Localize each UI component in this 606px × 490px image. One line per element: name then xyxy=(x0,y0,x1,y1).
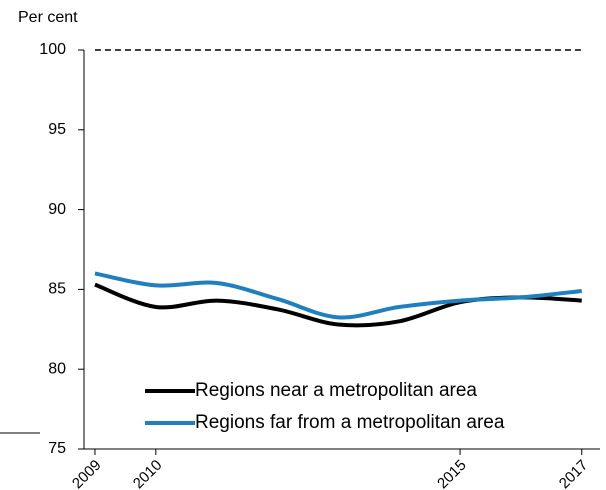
y-tick-label: 90 xyxy=(48,201,66,218)
y-tick-label: 75 xyxy=(48,440,66,457)
y-axis-label: Per cent xyxy=(18,9,78,26)
series-line xyxy=(94,271,582,320)
legend-label: Regions near a metropolitan area xyxy=(195,380,477,401)
y-tick-label: 95 xyxy=(48,121,66,138)
y-tick-label: 100 xyxy=(39,41,66,58)
x-tick-label: 2010 xyxy=(130,457,166,490)
x-tick-label: 2017 xyxy=(556,457,592,490)
legend-label: Regions far from a metropolitan area xyxy=(195,412,505,433)
y-tick-label: 80 xyxy=(48,360,66,377)
x-tick-label: 2015 xyxy=(434,457,470,490)
y-tick-label: 85 xyxy=(48,281,66,298)
x-tick-label: 2009 xyxy=(69,457,105,490)
